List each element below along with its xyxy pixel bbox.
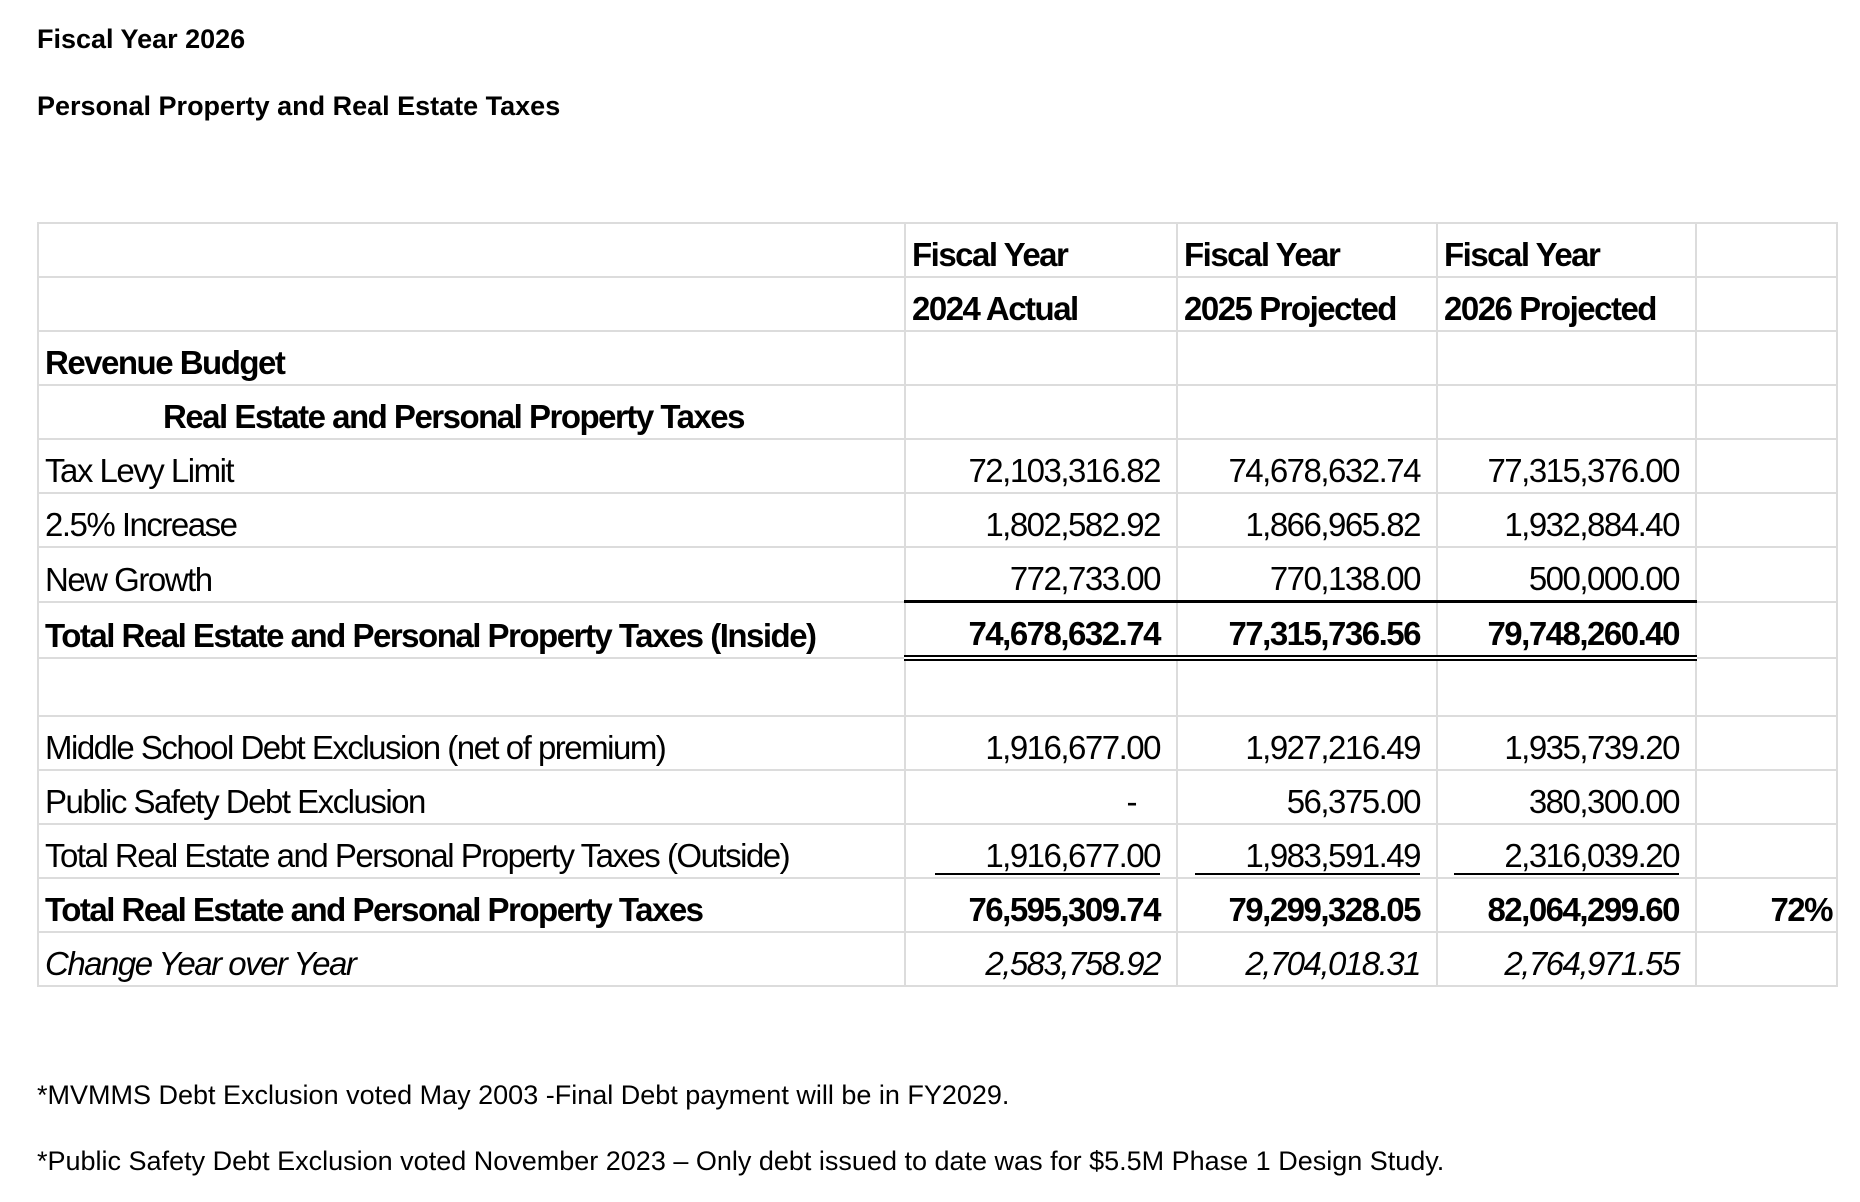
grand-total-row: Total Real Estate and Personal Property …: [37, 877, 1838, 933]
column-header: Fiscal Year: [1176, 222, 1438, 278]
blank-row: [37, 657, 1838, 717]
cell-value: 500,000.00: [1436, 546, 1697, 603]
revenue-table: Fiscal Year Fiscal Year Fiscal Year 2024…: [37, 222, 1838, 987]
cell-value: 1,927,216.49: [1176, 715, 1438, 771]
cell-value: 82,064,299.60: [1436, 877, 1697, 933]
table-row: 2.5% Increase 1,802,582.92 1,866,965.82 …: [37, 492, 1838, 548]
total-inside-row: Total Real Estate and Personal Property …: [37, 600, 1838, 661]
row-label: Tax Levy Limit: [37, 438, 906, 494]
column-header: Fiscal Year: [1436, 222, 1697, 278]
cell-value: 77,315,376.00: [1436, 438, 1697, 494]
total-outside-row: Total Real Estate and Personal Property …: [37, 823, 1838, 879]
cell-value: 1,935,739.20: [1436, 715, 1697, 771]
cell-value: 77,315,736.56: [1176, 600, 1438, 661]
cell-value: 2,764,971.55: [1436, 931, 1697, 987]
cell-value: 72,103,316.82: [904, 438, 1178, 494]
row-label: Total Real Estate and Personal Property …: [37, 823, 906, 879]
header-row-1: Fiscal Year Fiscal Year Fiscal Year: [37, 222, 1838, 278]
subsection-label: Real Estate and Personal Property Taxes: [37, 384, 906, 440]
cell-value: 1,916,677.00: [935, 839, 1161, 875]
cell-value: 74,678,632.74: [1176, 438, 1438, 494]
column-header: 2026 Projected: [1436, 276, 1697, 332]
cell-value: 772,733.00: [904, 546, 1178, 603]
column-header: 2025 Projected: [1176, 276, 1438, 332]
row-label: Change Year over Year: [37, 931, 906, 987]
cell-value: 1,866,965.82: [1176, 492, 1438, 548]
footnote: *MVMMS Debt Exclusion voted May 2003 -Fi…: [37, 1080, 1010, 1110]
row-label: 2.5% Increase: [37, 492, 906, 548]
cell-value: 79,748,260.40: [1436, 600, 1697, 661]
cell-value: 1,802,582.92: [904, 492, 1178, 548]
cell-value: 1,916,677.00: [904, 715, 1178, 771]
row-label: Total Real Estate and Personal Property …: [37, 877, 906, 933]
cell-value: 76,595,309.74: [904, 877, 1178, 933]
subsection-row: Real Estate and Personal Property Taxes: [37, 384, 1838, 440]
footnote: *Public Safety Debt Exclusion voted Nove…: [37, 1146, 1445, 1176]
table-row: Middle School Debt Exclusion (net of pre…: [37, 715, 1838, 771]
cell-value: -: [904, 769, 1178, 825]
row-label: Middle School Debt Exclusion (net of pre…: [37, 715, 906, 771]
cell-value: 1,932,884.40: [1436, 492, 1697, 548]
document-title: Fiscal Year 2026: [37, 24, 246, 54]
cell-value: 2,316,039.20: [1454, 839, 1680, 875]
document-subtitle: Personal Property and Real Estate Taxes: [37, 91, 561, 121]
cell-value: 2,583,758.92: [904, 931, 1178, 987]
cell-value: 770,138.00: [1176, 546, 1438, 603]
row-label: New Growth: [37, 546, 906, 603]
cell-value: 56,375.00: [1176, 769, 1438, 825]
table-row: New Growth 772,733.00 770,138.00 500,000…: [37, 546, 1838, 603]
table-row: Public Safety Debt Exclusion - 56,375.00…: [37, 769, 1838, 825]
cell-value: 79,299,328.05: [1176, 877, 1438, 933]
cell-value: 1,983,591.49: [1195, 839, 1421, 875]
cell-value: 74,678,632.74: [904, 600, 1178, 661]
column-header: Fiscal Year: [904, 222, 1178, 278]
cell-value: 2,704,018.31: [1176, 931, 1438, 987]
change-row: Change Year over Year 2,583,758.92 2,704…: [37, 931, 1838, 987]
section-row: Revenue Budget: [37, 330, 1838, 386]
header-row-2: 2024 Actual 2025 Projected 2026 Projecte…: [37, 276, 1838, 332]
row-label: Total Real Estate and Personal Property …: [37, 600, 906, 659]
cell-value: 380,300.00: [1436, 769, 1697, 825]
table-row: Tax Levy Limit 72,103,316.82 74,678,632.…: [37, 438, 1838, 494]
percent-value: 72%: [1695, 877, 1838, 933]
row-label: Public Safety Debt Exclusion: [37, 769, 906, 825]
section-label: Revenue Budget: [37, 330, 906, 386]
column-header: 2024 Actual: [904, 276, 1178, 332]
